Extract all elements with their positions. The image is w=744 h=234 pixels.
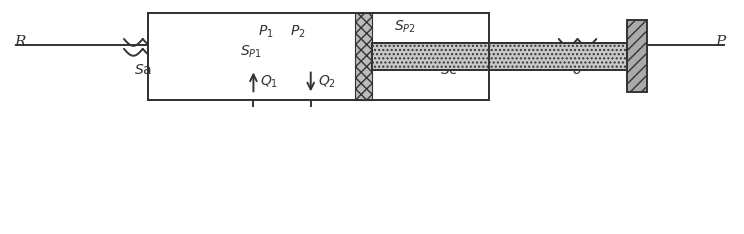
Bar xyxy=(372,43,627,69)
Text: $S\mathrm{a}$: $S\mathrm{a}$ xyxy=(134,63,152,77)
Text: $P_2$: $P_2$ xyxy=(290,24,306,40)
Bar xyxy=(148,13,489,100)
Text: $\sigma$: $\sigma$ xyxy=(572,63,583,77)
Text: $S_{P2}$: $S_{P2}$ xyxy=(394,19,416,35)
Text: $S_{P1}$: $S_{P1}$ xyxy=(240,44,263,60)
Bar xyxy=(372,43,627,69)
Text: P: P xyxy=(716,35,725,49)
Text: $Q_2$: $Q_2$ xyxy=(318,74,336,90)
Text: $Q_1$: $Q_1$ xyxy=(260,74,278,90)
Bar xyxy=(355,13,372,100)
Text: R: R xyxy=(14,35,26,49)
Text: $P_1$: $P_1$ xyxy=(258,24,274,40)
Text: $S\mathrm{c}$: $S\mathrm{c}$ xyxy=(440,63,458,77)
Bar xyxy=(148,13,489,100)
Bar xyxy=(627,20,647,92)
